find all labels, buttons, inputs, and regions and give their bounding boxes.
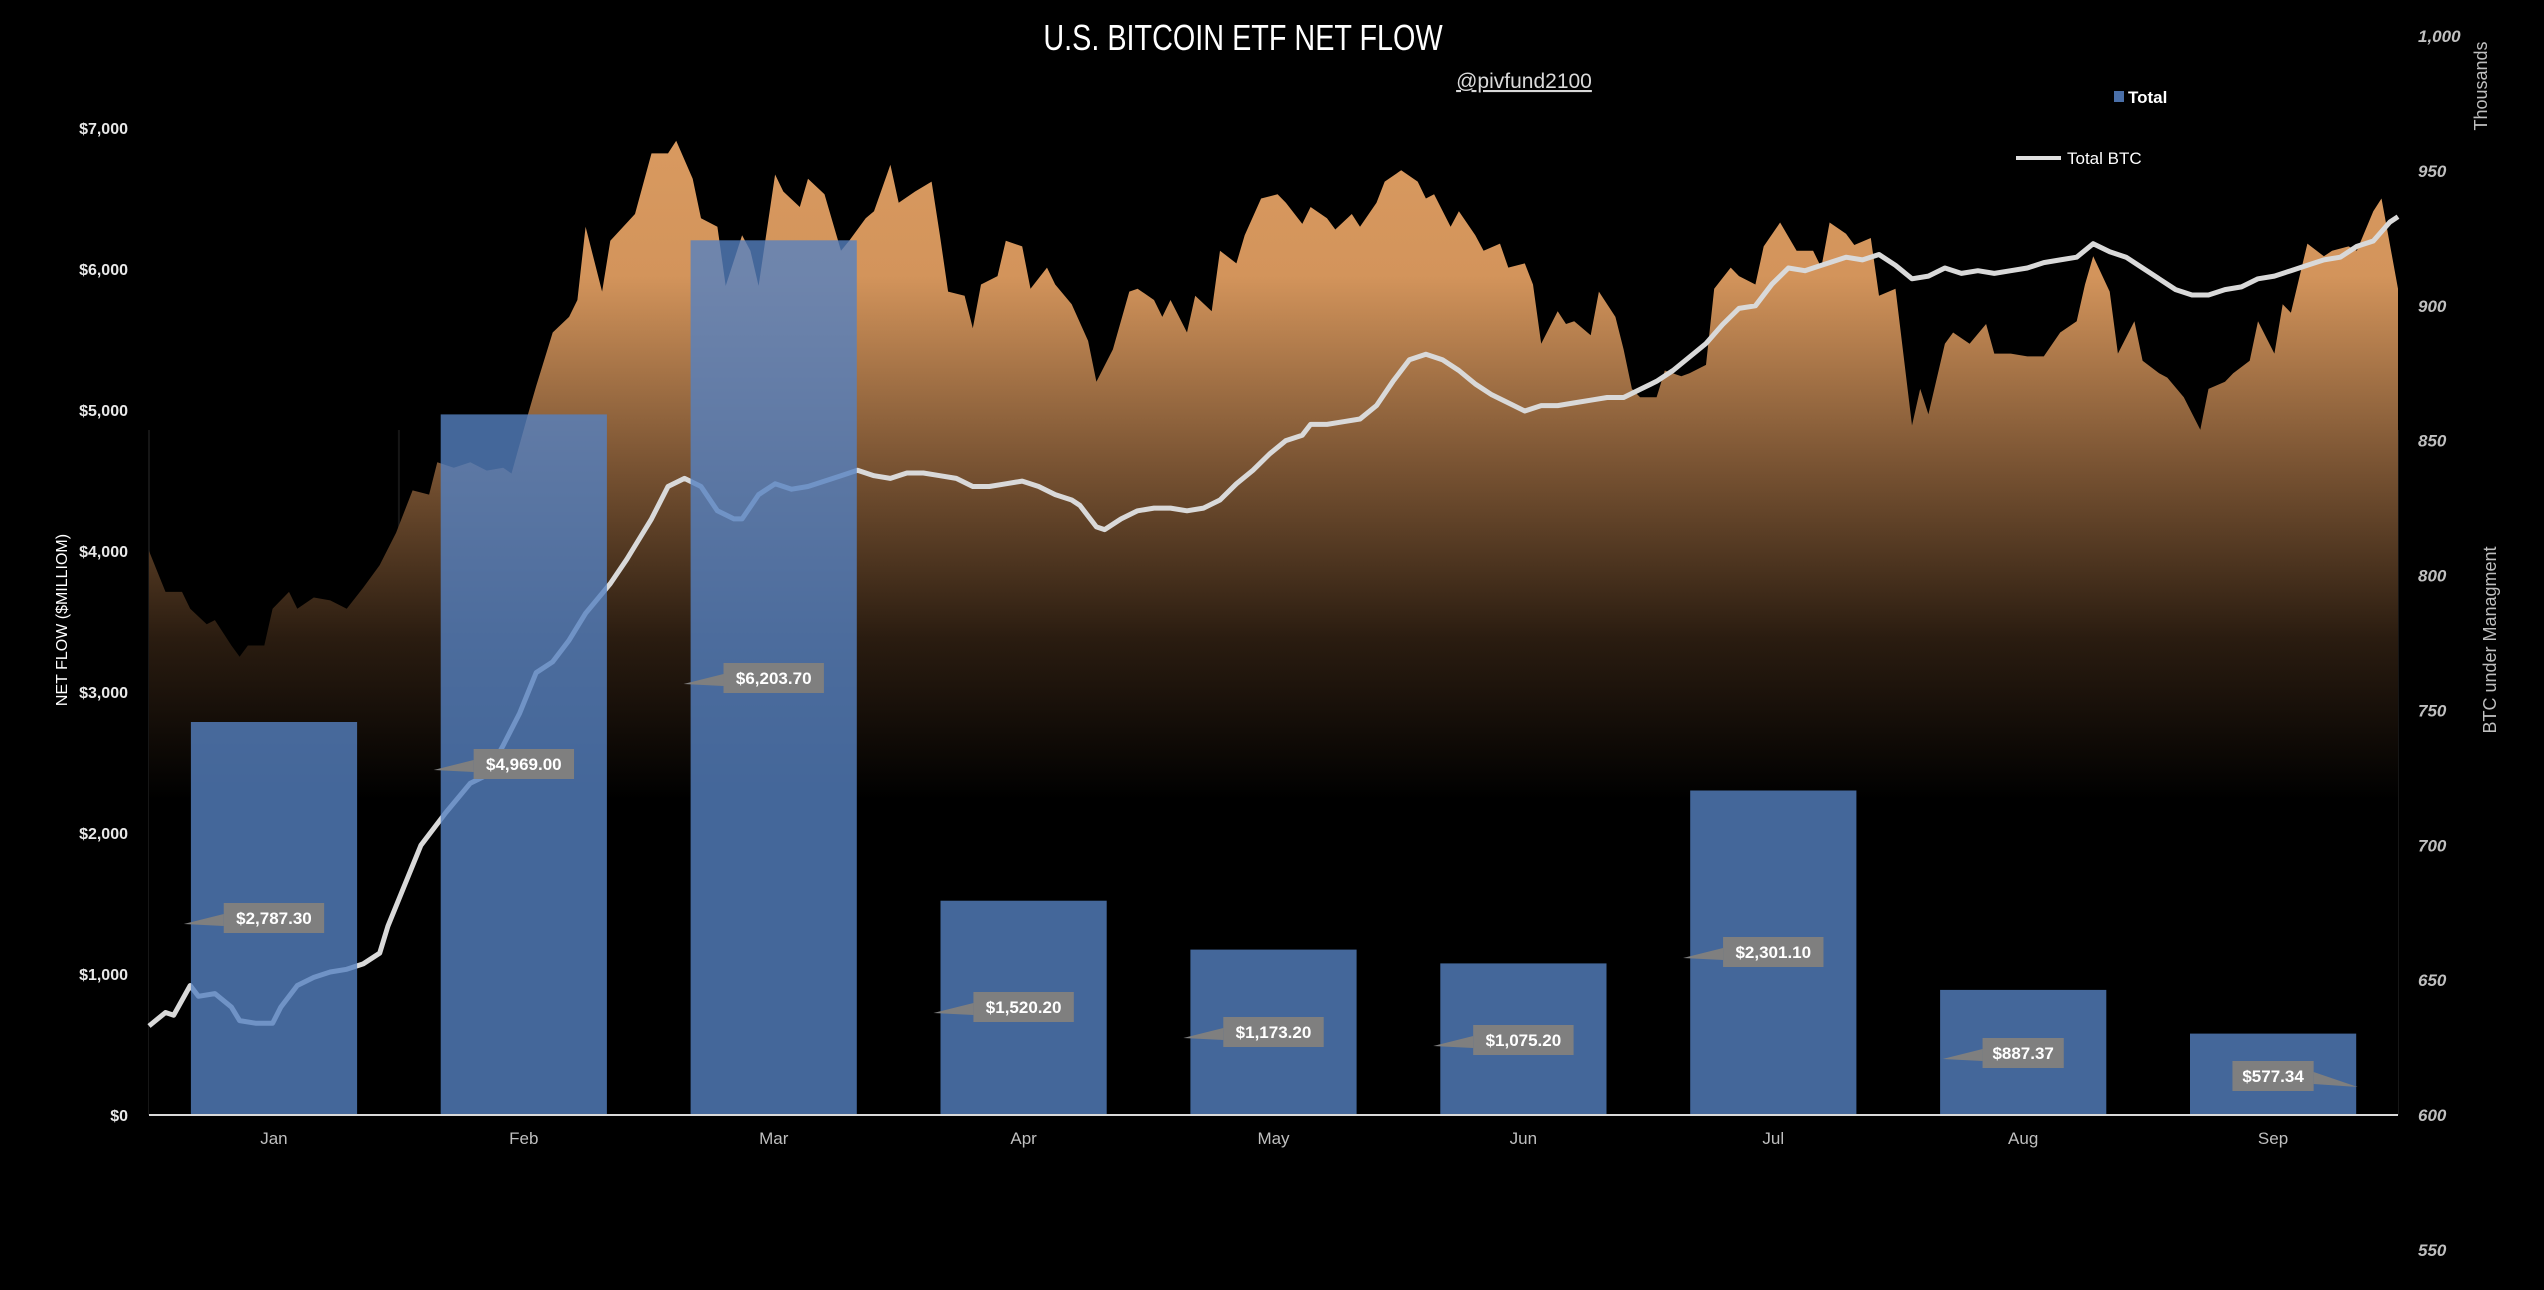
data-label-box xyxy=(1982,1038,2064,1068)
data-label-pointer xyxy=(433,760,474,772)
data-label: $1,173.20 xyxy=(1183,1017,1324,1047)
legend: Total Total BTC xyxy=(2016,88,2167,168)
data-label-pointer xyxy=(1942,1049,1983,1061)
data-label: $887.37 xyxy=(1942,1038,2064,1068)
data-label-box xyxy=(1723,937,1824,967)
right-axis-tick-label: 650 xyxy=(2418,971,2447,990)
data-label-text: $2,787.30 xyxy=(236,909,312,928)
x-axis-ticks: Jan Feb Mar Apr May Jun Jul Aug Sep xyxy=(260,1129,2288,1148)
data-label-box xyxy=(2232,1061,2314,1091)
data-label-box xyxy=(1223,1017,1324,1047)
data-label: $6,203.70 xyxy=(683,663,824,693)
data-label: $577.34 xyxy=(2232,1061,2358,1091)
data-label: $4,969.00 xyxy=(433,749,575,779)
x-axis-tick-label: Sep xyxy=(2258,1129,2288,1148)
right-axis-tick-label: 900 xyxy=(2418,297,2447,316)
data-label-text: $4,969.00 xyxy=(486,755,562,774)
data-label-pointer xyxy=(2313,1072,2358,1087)
data-label: $1,075.20 xyxy=(1433,1025,1574,1055)
left-axis-tick-label: $0 xyxy=(110,1108,128,1125)
left-axis-tick-label: $2,000 xyxy=(79,826,128,843)
legend-label-total: Total xyxy=(2128,88,2167,107)
data-label-box xyxy=(973,992,1074,1022)
x-axis-tick-label: Aug xyxy=(2008,1129,2038,1148)
data-label: $1,520.20 xyxy=(933,992,1074,1022)
chart-title: U.S. BITCOIN ETF NET FLOW xyxy=(1043,17,1442,58)
data-label-pointer xyxy=(1433,1036,1474,1048)
left-axis-tick-label: $5,000 xyxy=(79,403,128,420)
left-axis-tick-label: $4,000 xyxy=(79,544,128,561)
left-axis-tick-label: $3,000 xyxy=(79,685,128,702)
data-label-pointer xyxy=(183,914,224,926)
data-label-pointer xyxy=(1183,1028,1224,1040)
data-label-box xyxy=(1473,1025,1574,1055)
right-axis-tick-label: 950 xyxy=(2418,162,2447,181)
right-axis-tick-label: 700 xyxy=(2418,836,2447,855)
right-axis-unit: Thousands xyxy=(2471,41,2491,130)
data-label: $2,787.30 xyxy=(183,903,325,933)
x-axis-tick-label: Apr xyxy=(1010,1129,1037,1148)
right-axis-tick-label: 1,000 xyxy=(2418,27,2461,46)
x-axis-tick-label: Jun xyxy=(1510,1129,1537,1148)
left-axis-title: NET FLOW ($MILLIOM) xyxy=(54,534,71,706)
left-axis-tick-label: $1,000 xyxy=(79,967,128,984)
x-axis-tick-label: Jul xyxy=(1762,1129,1784,1148)
data-label-text: $2,301.10 xyxy=(1735,943,1811,962)
data-label: $2,301.10 xyxy=(1683,937,1824,967)
right-axis-tick-label: 600 xyxy=(2418,1106,2447,1125)
data-label-text: $1,173.20 xyxy=(1236,1023,1312,1042)
data-label-text: $6,203.70 xyxy=(736,669,812,688)
right-axis-tick-label: 750 xyxy=(2418,701,2447,720)
data-label-text: $577.34 xyxy=(2242,1067,2304,1086)
data-label-text: $887.37 xyxy=(1992,1044,2053,1063)
legend-swatch-total xyxy=(2114,91,2124,102)
right-axis-ticks: 550 600 650 700 750 800 850 900 950 1,000 xyxy=(2418,27,2461,1260)
left-axis-ticks: $0 $1,000 $2,000 $3,000 $4,000 $5,000 $6,000 $7… xyxy=(79,121,128,1125)
data-label-pointer xyxy=(1683,948,1724,960)
right-axis-tick-label: 850 xyxy=(2418,432,2447,451)
x-axis-tick-label: Jan xyxy=(260,1129,287,1148)
data-label-text: $1,075.20 xyxy=(1486,1031,1562,1050)
chart-subtitle: @pivfund2100 xyxy=(1456,70,1592,93)
left-axis-tick-label: $6,000 xyxy=(79,262,128,279)
data-label-box xyxy=(223,903,325,933)
x-axis-tick-label: Mar xyxy=(759,1129,789,1148)
x-axis-tick-label: May xyxy=(1257,1129,1290,1148)
data-label-text: $1,520.20 xyxy=(986,998,1062,1017)
data-labels: $2,787.30 $4,969.00 $6,203.70 $1,520.20 $1,1… xyxy=(183,663,2358,1091)
data-label-box xyxy=(723,663,824,693)
data-label-box xyxy=(473,749,575,779)
legend-label-total-btc: Total BTC xyxy=(2067,149,2142,168)
left-axis-tick-label: $7,000 xyxy=(79,121,128,138)
x-axis-tick-label: Feb xyxy=(509,1129,538,1148)
right-axis-tick-label: 800 xyxy=(2418,567,2447,586)
right-axis-tick-label: 550 xyxy=(2418,1241,2447,1260)
data-label-pointer xyxy=(933,1003,974,1015)
data-label-pointer xyxy=(683,674,724,686)
right-axis-title: BTC under Managment xyxy=(2480,546,2500,733)
